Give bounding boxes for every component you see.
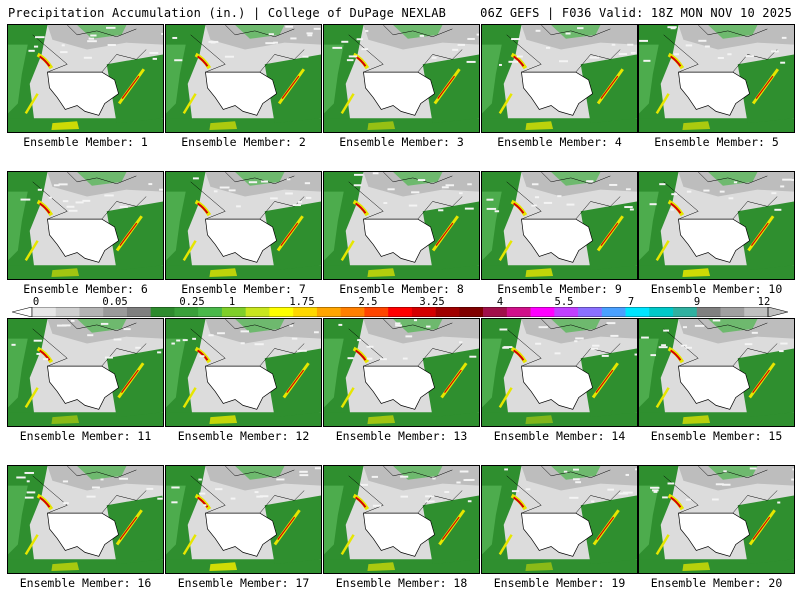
colorbar-tick-label: 5.5 (554, 296, 574, 308)
ensemble-member-label: Ensemble Member: 20 (650, 576, 783, 590)
ensemble-panel: Ensemble Member: 10 (638, 171, 795, 303)
ensemble-panel: Ensemble Member: 20 (638, 465, 795, 597)
ensemble-panel: Ensemble Member: 5 (638, 24, 795, 156)
ensemble-panel: Ensemble Member: 3 (323, 24, 480, 156)
colorbar-tick-label: 1 (228, 296, 236, 308)
colorbar-tick-label: 3.25 (419, 296, 445, 308)
colorbar-tick-label: 4 (496, 296, 504, 308)
ensemble-member-label: Ensemble Member: 5 (654, 135, 779, 149)
ensemble-panel: Ensemble Member: 16 (7, 465, 164, 597)
colorbar-tick-label: 0 (32, 296, 40, 308)
precip-colorbar: 0 0.05 0.25 1 1.75 2.5 3.25 4 5.5 7 9 12 (12, 296, 788, 320)
precip-map (481, 24, 638, 133)
map-title: Precipitation Accumulation (in.) | Colle… (8, 6, 447, 20)
ensemble-panel: Ensemble Member: 14 (481, 318, 638, 450)
colorbar-ticks: 0 0.05 0.25 1 1.75 2.5 3.25 4 5.5 7 9 12 (12, 296, 788, 308)
ensemble-member-label: Ensemble Member: 17 (177, 576, 310, 590)
precip-map (7, 465, 164, 574)
run-info: 06Z GEFS | F036 Valid: 18Z MON NOV 10 20… (480, 6, 792, 20)
ensemble-panel: Ensemble Member: 12 (165, 318, 322, 450)
ensemble-member-label: Ensemble Member: 18 (335, 576, 468, 590)
colorbar-tick-label: 12 (757, 296, 771, 308)
ensemble-member-label: Ensemble Member: 9 (497, 282, 622, 296)
panel-row: Ensemble Member: 16 Ensemble Member: 17 En… (0, 465, 800, 600)
ensemble-member-label: Ensemble Member: 6 (23, 282, 148, 296)
ensemble-member-label: Ensemble Member: 2 (181, 135, 306, 149)
ensemble-panel: Ensemble Member: 9 (481, 171, 638, 303)
ensemble-member-label: Ensemble Member: 1 (23, 135, 148, 149)
ensemble-panel: Ensemble Member: 19 (481, 465, 638, 597)
ensemble-member-label: Ensemble Member: 19 (493, 576, 626, 590)
precip-map (323, 171, 480, 280)
ensemble-member-label: Ensemble Member: 11 (19, 429, 152, 443)
ensemble-panel: Ensemble Member: 4 (481, 24, 638, 156)
colorbar-tick-label: 2.5 (358, 296, 378, 308)
ensemble-member-label: Ensemble Member: 3 (339, 135, 464, 149)
ensemble-panel: Ensemble Member: 18 (323, 465, 480, 597)
ensemble-panel: Ensemble Member: 8 (323, 171, 480, 303)
precip-map (638, 171, 795, 280)
precip-map (7, 318, 164, 427)
ensemble-member-label: Ensemble Member: 16 (19, 576, 152, 590)
precip-map (638, 318, 795, 427)
colorbar-strip (12, 307, 788, 317)
ensemble-panel: Ensemble Member: 2 (165, 24, 322, 156)
ensemble-member-label: Ensemble Member: 15 (650, 429, 783, 443)
precip-map (323, 318, 480, 427)
precip-map (638, 24, 795, 133)
precip-map (323, 465, 480, 574)
ensemble-member-label: Ensemble Member: 7 (181, 282, 306, 296)
ensemble-panel: Ensemble Member: 11 (7, 318, 164, 450)
ensemble-panel: Ensemble Member: 6 (7, 171, 164, 303)
precip-map (7, 171, 164, 280)
colorbar-tick-label: 0.05 (102, 296, 128, 308)
ensemble-member-label: Ensemble Member: 12 (177, 429, 310, 443)
precip-map (165, 24, 322, 133)
panel-row: Ensemble Member: 1 Ensemble Member: 2 Ense… (0, 24, 800, 169)
panel-row: Ensemble Member: 6 Ensemble Member: 7 Ense… (0, 171, 800, 316)
precip-map (165, 465, 322, 574)
precip-map (165, 171, 322, 280)
colorbar-tick-label: 0.25 (179, 296, 205, 308)
panel-row: Ensemble Member: 11 Ensemble Member: 12 En… (0, 318, 800, 463)
precip-map (638, 465, 795, 574)
ensemble-member-label: Ensemble Member: 10 (650, 282, 783, 296)
precip-map (481, 465, 638, 574)
ensemble-member-label: Ensemble Member: 14 (493, 429, 626, 443)
ensemble-panel: Ensemble Member: 1 (7, 24, 164, 156)
colorbar-tick-label: 1.75 (289, 296, 315, 308)
ensemble-panel: Ensemble Member: 13 (323, 318, 480, 450)
colorbar-tick-label: 7 (627, 296, 635, 308)
precip-map (481, 171, 638, 280)
precip-map (323, 24, 480, 133)
precip-map (7, 24, 164, 133)
ensemble-panel: Ensemble Member: 7 (165, 171, 322, 303)
ensemble-panel: Ensemble Member: 15 (638, 318, 795, 450)
colorbar-tick-label: 9 (693, 296, 701, 308)
ensemble-panel: Ensemble Member: 17 (165, 465, 322, 597)
ensemble-member-label: Ensemble Member: 8 (339, 282, 464, 296)
precip-map (165, 318, 322, 427)
ensemble-member-label: Ensemble Member: 4 (497, 135, 622, 149)
precip-map (481, 318, 638, 427)
ensemble-member-label: Ensemble Member: 13 (335, 429, 468, 443)
